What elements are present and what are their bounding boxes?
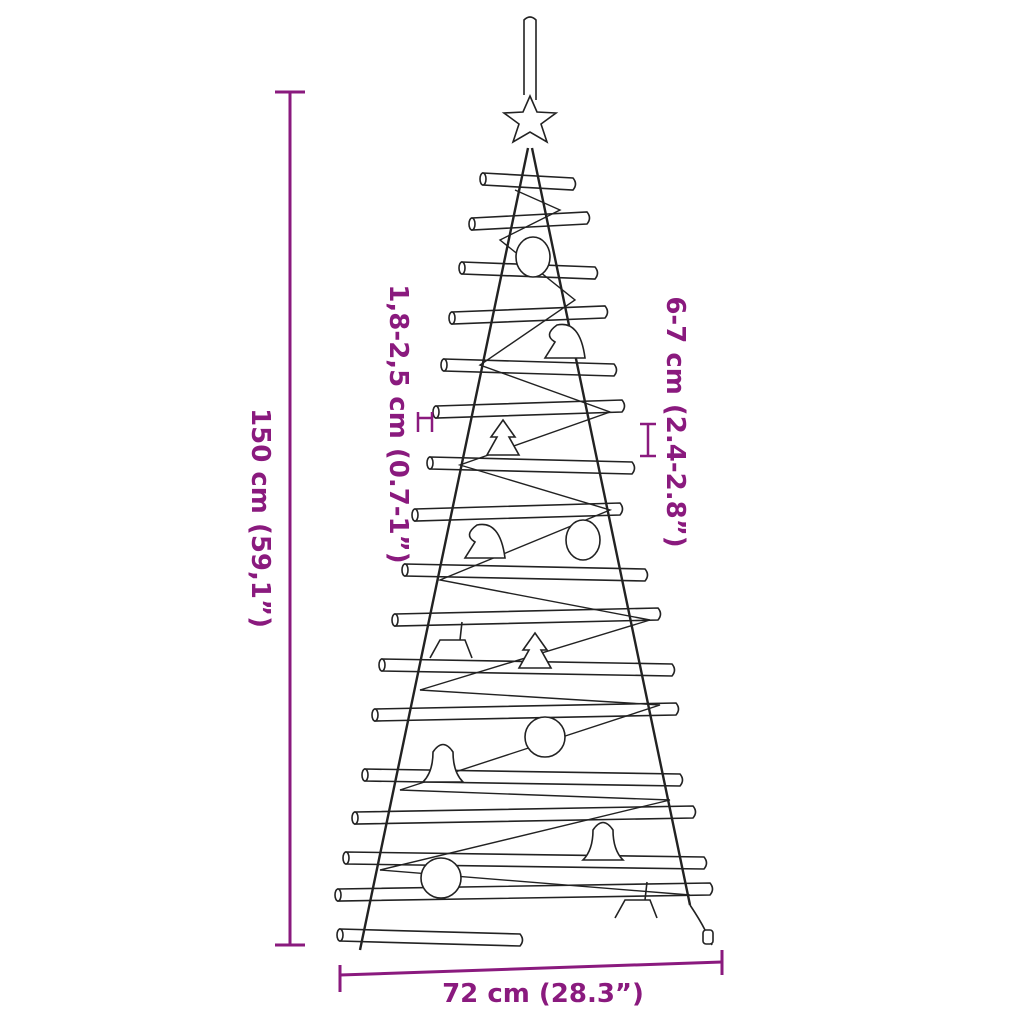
reindeer-ornament-icon: [614, 881, 658, 919]
stick-end: [448, 311, 456, 325]
bell-ornament-icon: [421, 743, 465, 783]
stick-end: [334, 888, 342, 902]
stick-spacing-label: 6-7 cm (2.4-2.8”): [660, 296, 690, 547]
star-topper-icon: [501, 94, 559, 144]
wooden-stick: [435, 399, 626, 419]
wooden-stick: [471, 211, 591, 231]
stick-end: [391, 613, 399, 627]
hanging-loop: [523, 16, 537, 100]
height-dimension-line: [275, 90, 305, 947]
stick-end: [336, 928, 344, 942]
stick-end: [361, 768, 369, 782]
stick-end: [371, 708, 379, 722]
light-string-left: [358, 147, 530, 951]
wooden-stick: [374, 702, 680, 722]
spacing-marker: [640, 422, 656, 458]
stick-end: [411, 508, 419, 522]
width-dimension-line: [338, 950, 724, 992]
snowflake-ornament-icon: [420, 857, 462, 899]
stick-end: [426, 456, 434, 470]
plug-icon: [702, 929, 714, 945]
santa-hat-ornament-icon: [543, 323, 586, 359]
wooden-stick: [345, 851, 708, 870]
wooden-stick: [404, 563, 649, 582]
bauble-ornament-icon: [515, 236, 551, 278]
wooden-stick: [429, 456, 636, 475]
wooden-stick: [364, 768, 684, 787]
width-label: 72 cm (28.3”): [442, 979, 644, 1009]
stick-end: [468, 217, 476, 231]
stick-end: [351, 811, 359, 825]
wooden-stick: [414, 502, 624, 522]
tree-ornament-icon: [517, 631, 553, 669]
stick-end: [401, 563, 409, 577]
stick-end: [458, 261, 466, 275]
tree-ornament-icon: [485, 418, 521, 456]
reindeer-ornament-icon: [429, 621, 473, 659]
stick-end: [432, 405, 440, 419]
wooden-stick: [354, 805, 697, 825]
snowflake-ornament-icon: [524, 716, 566, 758]
wooden-stick: [394, 607, 662, 627]
height-label: 150 cm (59,1”): [245, 408, 275, 628]
stick-diameter-label: 1,8-2,5 cm (0.7-1”): [383, 284, 413, 563]
wooden-stick: [451, 305, 609, 325]
bauble-ornament-icon: [565, 519, 601, 561]
stick-end: [342, 851, 350, 865]
ladder-tree-drawing: [334, 16, 714, 951]
zigzag-light-string: [379, 189, 691, 896]
stick-end: [378, 658, 386, 672]
bell-ornament-icon: [581, 821, 625, 861]
wooden-stick: [482, 172, 577, 191]
light-string-right: [530, 147, 692, 906]
diameter-marker: [416, 412, 434, 432]
wooden-stick: [443, 358, 618, 377]
stick-end: [479, 172, 487, 186]
stick-end: [440, 358, 448, 372]
wooden-stick: [339, 928, 524, 947]
santa-hat-ornament-icon: [463, 523, 506, 559]
